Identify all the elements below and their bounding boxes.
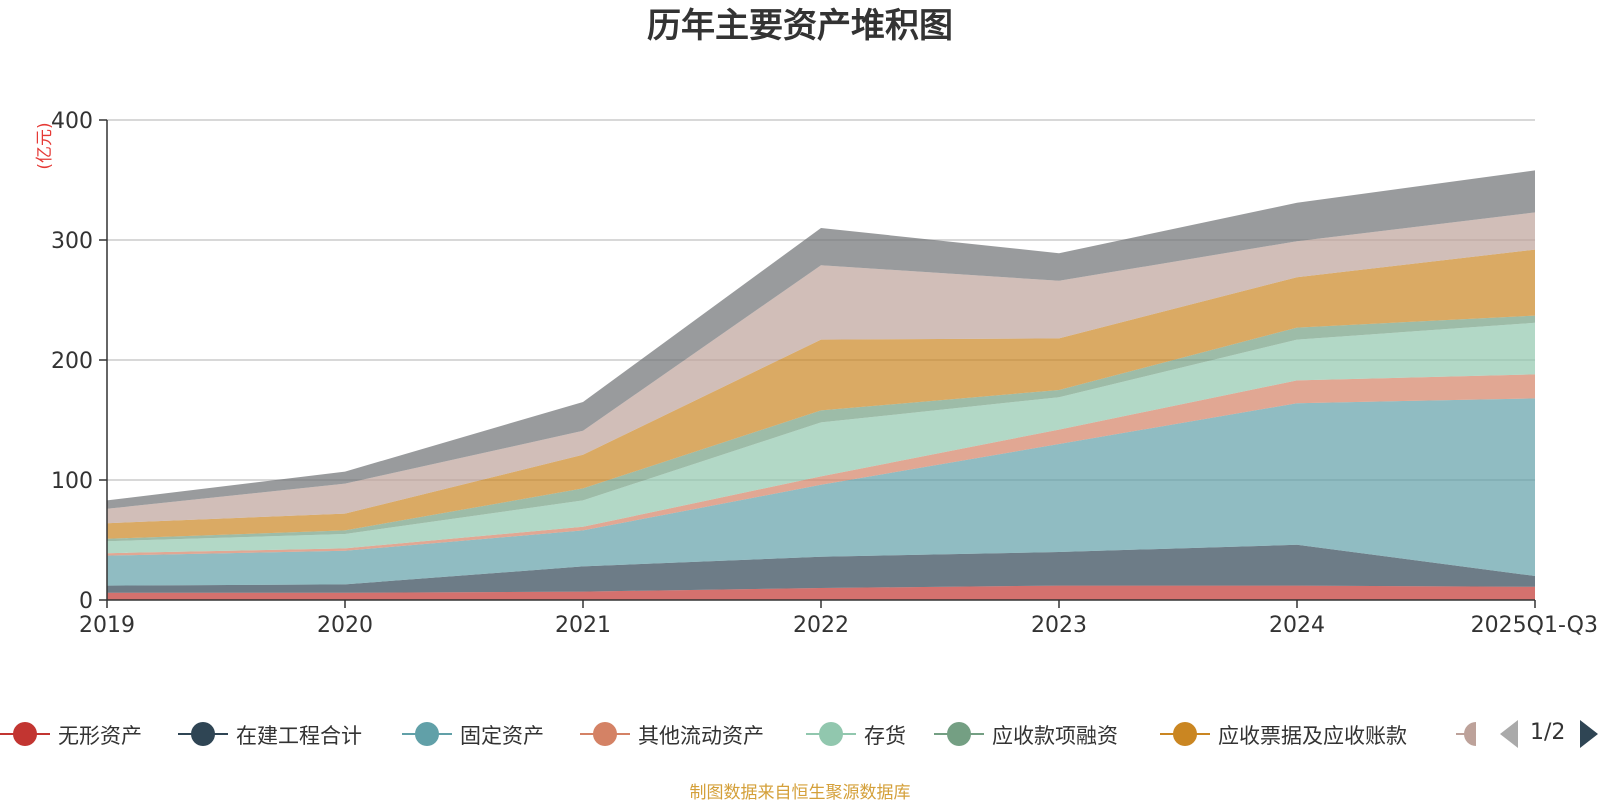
area-series <box>107 170 1535 600</box>
area-series-3 <box>107 398 1535 586</box>
area-series-7 <box>107 249 1535 539</box>
legend-label: 应收票据及应收账款 <box>1218 724 1407 748</box>
legend: 无形资产 在建工程合计 固定资产 其他流动资产 存货 应收款项融资 应收票据及应收账款 <box>0 716 1600 752</box>
legend-marker-icon <box>1464 722 1476 746</box>
legend-marker-icon <box>1173 722 1197 746</box>
area-series-5 <box>107 322 1535 554</box>
y-tick-label: 200 <box>51 349 93 374</box>
legend-marker-icon <box>191 722 215 746</box>
x-tick-label: 2023 <box>1031 613 1087 638</box>
stacked-area-chart: 历年主要资产堆积图 (亿元) 0 100 200 300 400 2019 2020 2021… <box>35 6 1598 638</box>
legend-item-partial[interactable] <box>1456 716 1476 752</box>
area-series-8 <box>107 212 1535 524</box>
x-tick-label: 2024 <box>1269 613 1325 638</box>
legend-next-page-icon[interactable] <box>1580 720 1598 748</box>
y-axis-unit-label: (亿元) <box>35 122 55 169</box>
y-tick-label: 100 <box>51 469 93 494</box>
legend-marker-icon <box>819 722 843 746</box>
x-tick-label: 2021 <box>555 613 611 638</box>
y-tick-label: 400 <box>51 109 93 134</box>
legend-pager: 1/2 <box>1496 716 1600 752</box>
area-series-4 <box>107 374 1535 556</box>
axes: 0 100 200 300 400 2019 2020 2021 2022 2023 2024 202… <box>51 109 1598 638</box>
legend-label: 其他流动资产 <box>638 724 764 748</box>
legend-label: 存货 <box>864 724 906 748</box>
y-tick-label: 0 <box>79 589 93 614</box>
x-tick-label: 2020 <box>317 613 373 638</box>
legend-marker-icon <box>13 722 37 746</box>
legend-marker-icon <box>415 722 439 746</box>
y-tick-label: 300 <box>51 229 93 254</box>
legend-marker-icon <box>947 722 971 746</box>
legend-label: 固定资产 <box>460 724 544 748</box>
legend-label: 在建工程合计 <box>236 724 362 748</box>
area-series-1 <box>107 585 1535 600</box>
x-tick-label: 2025Q1-Q3 <box>1471 613 1598 638</box>
legend-prev-page-icon[interactable] <box>1500 720 1518 748</box>
area-series-2 <box>107 544 1535 593</box>
legend-marker-icon <box>593 722 617 746</box>
legend-label: 无形资产 <box>58 724 142 748</box>
legend-label: 应收款项融资 <box>992 724 1118 748</box>
x-tick-label: 2019 <box>79 613 135 638</box>
chart-title: 历年主要资产堆积图 <box>647 6 953 46</box>
area-series-9 <box>107 170 1535 509</box>
x-tick-label: 2022 <box>793 613 849 638</box>
data-source-note: 制图数据来自恒生聚源数据库 <box>689 783 911 803</box>
legend-page-indicator: 1/2 <box>1530 720 1566 745</box>
